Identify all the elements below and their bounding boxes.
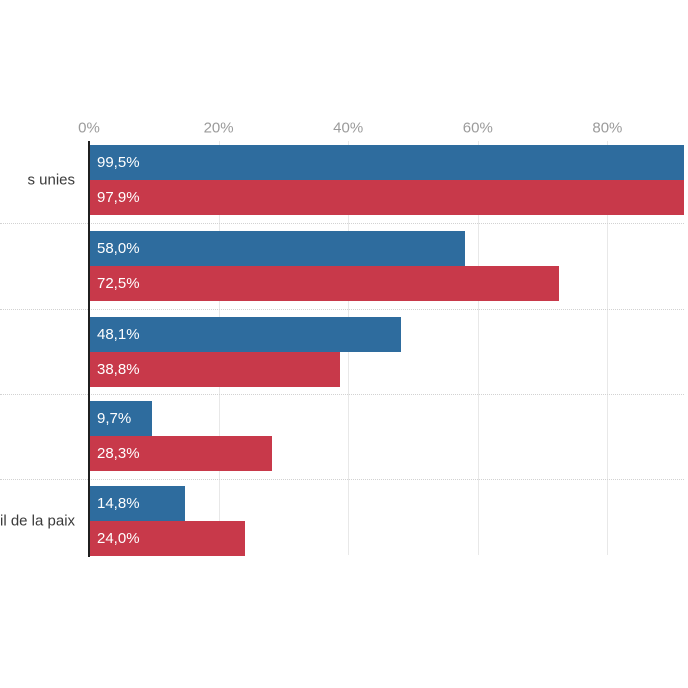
vertical-gridline: [477, 141, 479, 555]
group-separator-line: [0, 479, 684, 480]
category-label: il de la paix: [0, 512, 76, 530]
bar-value-label: 72,5%: [97, 275, 140, 292]
bar-red: 72,5%: [89, 266, 559, 301]
bar-blue: 99,5%: [89, 145, 684, 180]
bar-red: 38,8%: [89, 352, 341, 387]
bar-blue: 48,1%: [89, 317, 401, 352]
bar-value-label: 14,8%: [97, 495, 140, 512]
bar-value-label: 97,9%: [97, 189, 140, 206]
bar-value-label: 99,5%: [97, 154, 140, 171]
bar-red: 24,0%: [89, 521, 245, 556]
x-tick-label: 60%: [462, 119, 493, 137]
bar-blue: 14,8%: [89, 486, 185, 521]
y-axis-line: [88, 141, 90, 557]
bar-value-label: 9,7%: [97, 410, 132, 427]
group-separator-line: [0, 223, 684, 224]
x-tick-label: 40%: [333, 119, 364, 137]
group-separator-line: [0, 309, 684, 310]
bar-value-label: 24,0%: [97, 530, 140, 547]
bar-red: 97,9%: [89, 180, 684, 215]
bar-value-label: 58,0%: [97, 240, 140, 257]
group-separator-line: [0, 394, 684, 395]
bar-blue: 58,0%: [89, 231, 465, 266]
bar-value-label: 38,8%: [97, 361, 140, 378]
x-tick-label: 20%: [203, 119, 234, 137]
vertical-gridline: [607, 141, 609, 555]
bar-value-label: 48,1%: [97, 326, 140, 343]
x-tick-label: 80%: [592, 119, 623, 137]
x-tick-label: 0%: [78, 119, 100, 137]
bar-value-label: 28,3%: [97, 445, 140, 462]
bar-blue: 9,7%: [89, 401, 152, 436]
bar-red: 28,3%: [89, 436, 273, 471]
category-label: s unies: [27, 171, 75, 189]
